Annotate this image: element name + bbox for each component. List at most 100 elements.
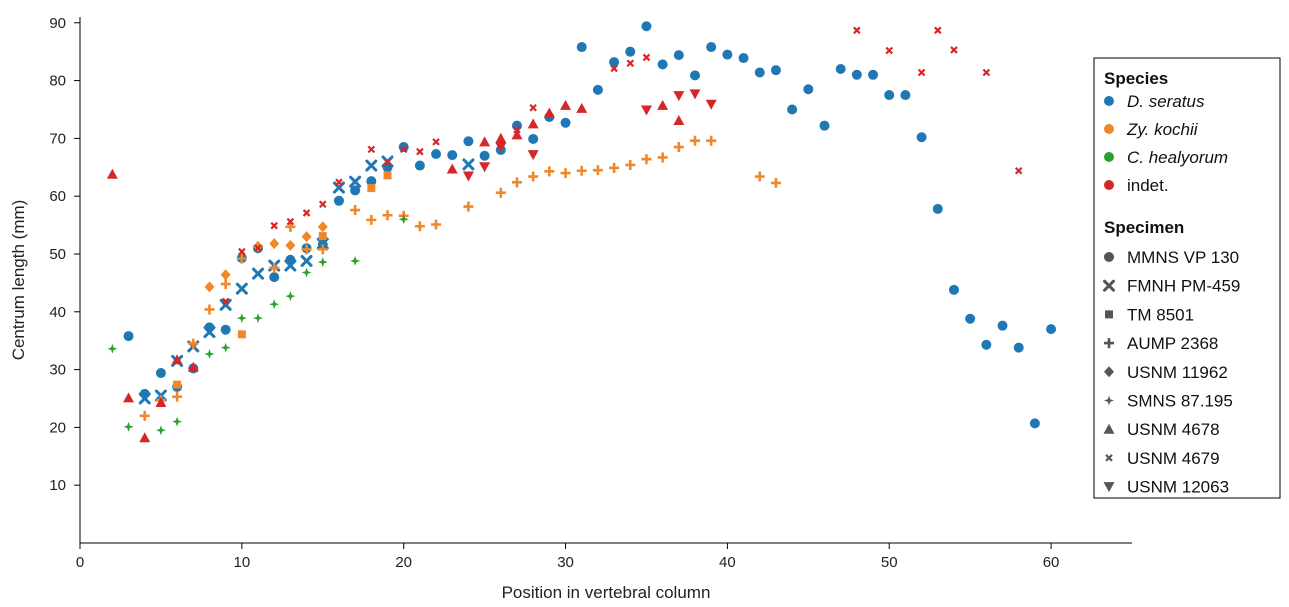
data-point [107,343,118,354]
data-point [900,90,911,101]
data-point [528,133,539,144]
data-point [576,42,587,53]
data-point [138,392,151,405]
legend-specimen-label: AUMP 2368 [1127,334,1218,353]
legend-species-label: indet. [1127,176,1169,195]
legend-species-label: Zy. kochii [1126,120,1199,139]
data-point [350,255,361,266]
legend-specimen-label: USNM 4678 [1127,420,1220,439]
data-point [302,209,311,217]
data-point [333,195,344,206]
data-point [221,297,230,306]
x-tick-label: 40 [719,554,736,571]
data-point [673,50,684,61]
data-point [981,339,992,350]
legend-specimen-marker [1104,252,1114,262]
series-usnm-4679 [221,26,1023,306]
x-tick-label: 60 [1043,554,1060,571]
x-tick-label: 10 [234,554,251,571]
data-point [610,64,618,73]
data-point [934,26,942,35]
data-point [236,253,247,264]
data-point [560,168,571,179]
series-tm-8501 [173,171,392,389]
data-point [641,21,652,32]
data-point [1013,342,1024,353]
legend-specimen-marker [1103,279,1115,292]
data-point [1014,166,1023,175]
data-point [431,148,442,159]
data-point [642,53,651,62]
data-point [187,361,199,372]
data-point [238,247,246,256]
data-point [479,136,491,147]
data-point [252,267,265,280]
x-tick-label: 0 [76,554,84,571]
data-point [383,171,392,180]
data-point [609,162,620,173]
data-point [317,221,328,233]
data-point [884,90,895,101]
legend-box [1093,57,1281,499]
data-point [462,158,475,171]
data-point [171,354,183,365]
data-point [463,201,474,212]
y-tick-label: 60 [49,188,66,205]
data-point [770,177,781,188]
legend-specimen-label: USNM 4679 [1127,449,1220,468]
data-point [365,159,378,172]
y-tick-label: 10 [49,477,66,494]
data-point [235,282,248,295]
data-point [254,244,262,252]
data-point [625,46,636,57]
data-point [301,267,312,278]
y-tick-label: 30 [49,362,66,379]
data-point [754,171,765,182]
data-point [318,232,327,241]
x-axis-title: Position in vertebral column [502,583,711,602]
data-point [284,259,297,272]
data-point [950,46,958,54]
legend-specimen-marker [1103,423,1115,434]
data-point [722,49,733,60]
data-point [123,331,134,342]
data-point [513,125,521,134]
legend-specimen-marker [1105,310,1113,319]
data-point [527,118,539,129]
data-point [835,64,846,75]
data-point [528,171,539,182]
data-point [543,107,555,118]
y-tick-label: 70 [49,130,66,147]
data-point [657,99,669,110]
data-point [641,154,652,165]
y-axis-title: Centrum length (mm) [9,200,28,361]
data-point [576,165,587,176]
data-point [382,210,393,221]
data-point [673,114,685,125]
data-point [626,59,635,68]
data-point [204,281,215,293]
data-point [219,298,232,311]
data-point [803,84,814,95]
data-point [738,53,749,64]
legend-specimen-heading: Specimen [1104,218,1184,237]
data-point [640,105,652,116]
data-point [253,313,264,324]
data-point [316,237,329,250]
data-point [155,425,166,436]
data-point [609,57,620,68]
data-point [123,392,135,403]
data-point [172,416,183,427]
axes: 0 10 20 30 40 50 60 10 20 30 40 50 60 70 80 90 [49,15,1132,571]
legend-species-swatch [1104,152,1114,162]
series-smns-87-195 [107,214,409,436]
x-tick-label: 30 [557,554,574,571]
data-point [965,313,976,324]
y-tick-label: 40 [49,304,66,321]
data-point [560,99,572,110]
data-point [237,330,246,339]
data-point [285,221,296,232]
data-point [350,185,361,196]
series-aump-2368 [139,135,781,421]
